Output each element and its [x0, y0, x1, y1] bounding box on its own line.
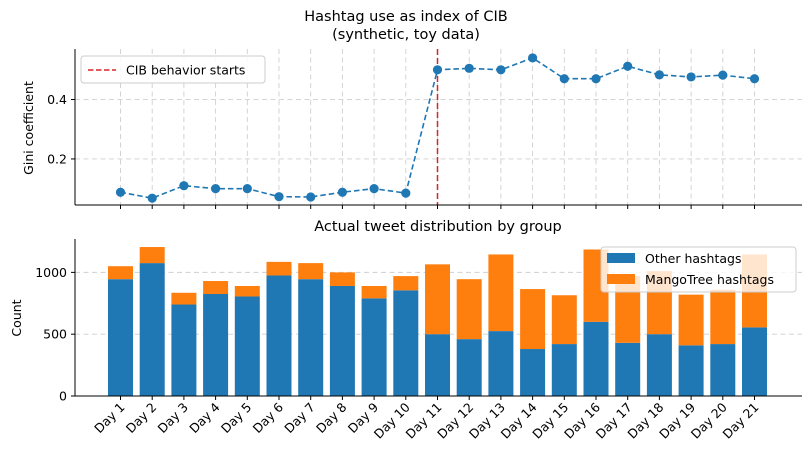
gini-point — [654, 70, 665, 80]
bar-mangotree-hashtags — [488, 254, 514, 332]
top-legend-label: CIB behavior starts — [126, 63, 245, 78]
bar-other-hashtags — [393, 290, 419, 396]
bar-other-hashtags — [456, 339, 482, 396]
gini-point — [623, 61, 633, 71]
legend-label-mangotree: MangoTree hashtags — [645, 272, 774, 287]
bar-other-hashtags — [520, 349, 546, 396]
bar-other-hashtags — [171, 304, 197, 396]
bottom-title: Actual tweet distribution by group — [314, 219, 561, 235]
gini-point — [242, 184, 252, 194]
bar-mangotree-hashtags — [108, 266, 133, 280]
top-title: Hashtag use as index of CIB — [304, 9, 507, 25]
bottom-legend-box — [600, 246, 797, 293]
bottom-x-tick-label: Day 8 — [313, 399, 350, 436]
bottom-x-tick-label: Day 7 — [281, 400, 317, 436]
bar-mangotree-hashtags — [551, 295, 577, 345]
bar-other-hashtags — [361, 298, 387, 396]
gini-point — [559, 74, 569, 84]
gini-point — [528, 53, 538, 63]
bar-mangotree-hashtags — [520, 289, 546, 350]
bar-mangotree-hashtags — [298, 263, 324, 280]
bottom-x-tick-label: Day 1 — [91, 400, 127, 436]
top-grid — [75, 49, 802, 205]
legend-label-other: Other hashtags — [645, 251, 742, 266]
bar-other-hashtags — [298, 279, 324, 396]
bottom-y-tick-label: 0 — [59, 389, 67, 404]
bottom-x-tick-label: Day 5 — [218, 400, 254, 436]
top-y-tick-label: 0.4 — [47, 92, 67, 107]
top-axes: 0.2 0.4 — [47, 49, 802, 209]
gini-point — [274, 192, 284, 202]
gini-point — [115, 187, 126, 197]
bar-other-hashtags — [742, 327, 767, 396]
gini-point — [369, 184, 379, 194]
bar-other-hashtags — [234, 296, 260, 396]
bar-mangotree-hashtags — [710, 289, 736, 345]
bottom-x-tick-label: Day 2 — [123, 400, 159, 436]
gini-point — [337, 187, 347, 197]
bar-mangotree-hashtags — [361, 285, 387, 299]
bar-mangotree-hashtags — [393, 276, 419, 291]
legend-swatch-mangotree — [607, 274, 635, 284]
bottom-x-tick-label: Day 6 — [250, 399, 287, 436]
bottom-legend: Other hashtags MangoTree hashtags — [600, 246, 797, 293]
bottom-y-tick-label: 1000 — [35, 265, 67, 280]
bar-other-hashtags — [488, 331, 514, 396]
bar-other-hashtags — [710, 344, 736, 396]
bar-mangotree-hashtags — [456, 279, 482, 340]
bar-other-hashtags — [678, 345, 704, 396]
gini-point — [496, 65, 506, 75]
bar-mangotree-hashtags — [234, 285, 260, 297]
bottom-y-tick-label: 500 — [43, 327, 67, 342]
bar-other-hashtags — [425, 334, 450, 396]
bar-mangotree-hashtags — [171, 292, 197, 305]
top-subtitle: (synthetic, toy data) — [332, 27, 480, 43]
bar-other-hashtags — [646, 334, 672, 396]
top-legend-box — [80, 55, 266, 84]
gini-point — [211, 184, 221, 194]
top-legend: CIB behavior starts — [80, 55, 266, 84]
gini-point — [686, 72, 696, 82]
bar-other-hashtags — [203, 294, 229, 396]
gini-point — [179, 181, 189, 191]
gini-point — [749, 74, 760, 84]
bar-other-hashtags — [139, 263, 165, 396]
bottom-x-tick-label: Day 3 — [155, 400, 191, 436]
top-y-axis-label: Gini coefficient — [21, 81, 36, 175]
legend-swatch-other — [607, 253, 635, 263]
bar-other-hashtags — [615, 342, 641, 396]
top-y-tick-label: 0.2 — [47, 151, 67, 166]
bar-mangotree-hashtags — [425, 264, 450, 335]
gini-point — [401, 188, 411, 198]
bar-mangotree-hashtags — [203, 281, 229, 295]
bar-other-hashtags — [551, 344, 577, 396]
bottom-bars — [108, 247, 767, 396]
bar-other-hashtags — [583, 321, 609, 396]
bar-other-hashtags — [266, 275, 292, 396]
gini-point — [306, 192, 316, 202]
bar-mangotree-hashtags — [266, 261, 292, 276]
gini-point — [591, 74, 601, 84]
bar-mangotree-hashtags — [329, 272, 355, 286]
gini-series — [115, 53, 760, 203]
gini-point — [718, 70, 728, 80]
bottom-y-axis-label: Count — [9, 299, 24, 336]
bar-other-hashtags — [329, 285, 355, 396]
gini-point — [432, 65, 443, 75]
bottom-x-tick-label: Day 4 — [186, 399, 223, 436]
bar-mangotree-hashtags — [678, 294, 704, 346]
bottom-x-tick-label: Day 21 — [720, 400, 762, 442]
gini-point — [147, 193, 157, 203]
bar-mangotree-hashtags — [139, 247, 165, 264]
bar-other-hashtags — [108, 279, 133, 396]
gini-line-panel: 0.2 0.4 Hashtag use as index of CIB (synt… — [21, 9, 802, 209]
gini-point — [464, 63, 474, 73]
